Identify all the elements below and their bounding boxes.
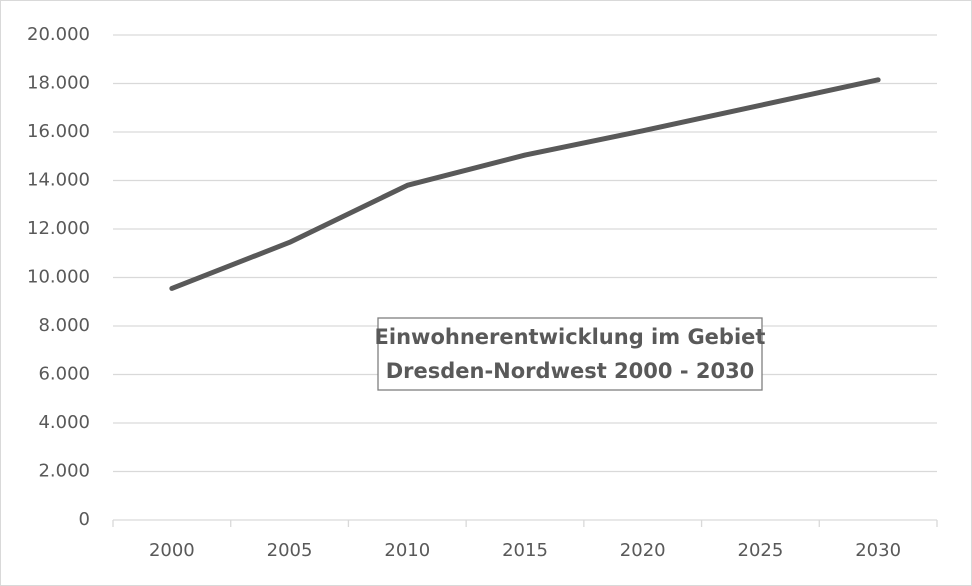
x-tick-label: 2010 xyxy=(384,540,430,561)
x-tick-label: 2015 xyxy=(502,540,548,561)
chart-title: Einwohnerentwicklung im Gebiet xyxy=(375,325,766,349)
x-tick-label: 2000 xyxy=(149,540,195,561)
y-tick-label: 0 xyxy=(79,509,90,530)
y-tick-label: 8.000 xyxy=(38,315,90,336)
y-tick-label: 10.000 xyxy=(27,267,90,288)
y-tick-label: 14.000 xyxy=(27,170,90,191)
y-tick-label: 6.000 xyxy=(38,364,90,385)
x-tick-label: 2020 xyxy=(620,540,666,561)
y-tick-label: 2.000 xyxy=(38,461,90,482)
y-tick-label: 12.000 xyxy=(27,218,90,239)
y-tick-label: 16.000 xyxy=(27,121,90,142)
x-tick-label: 2005 xyxy=(267,540,313,561)
title-box xyxy=(377,317,763,391)
x-tick-label: 2030 xyxy=(855,540,901,561)
y-tick-label: 18.000 xyxy=(27,73,90,94)
line xyxy=(169,77,881,291)
y-tick-label: 4.000 xyxy=(38,412,90,433)
y-tick-label: 20.000 xyxy=(27,24,90,45)
chart-title: Dresden-Nordwest 2000 - 2030 xyxy=(386,359,755,383)
x-tick-label: 2025 xyxy=(738,540,784,561)
